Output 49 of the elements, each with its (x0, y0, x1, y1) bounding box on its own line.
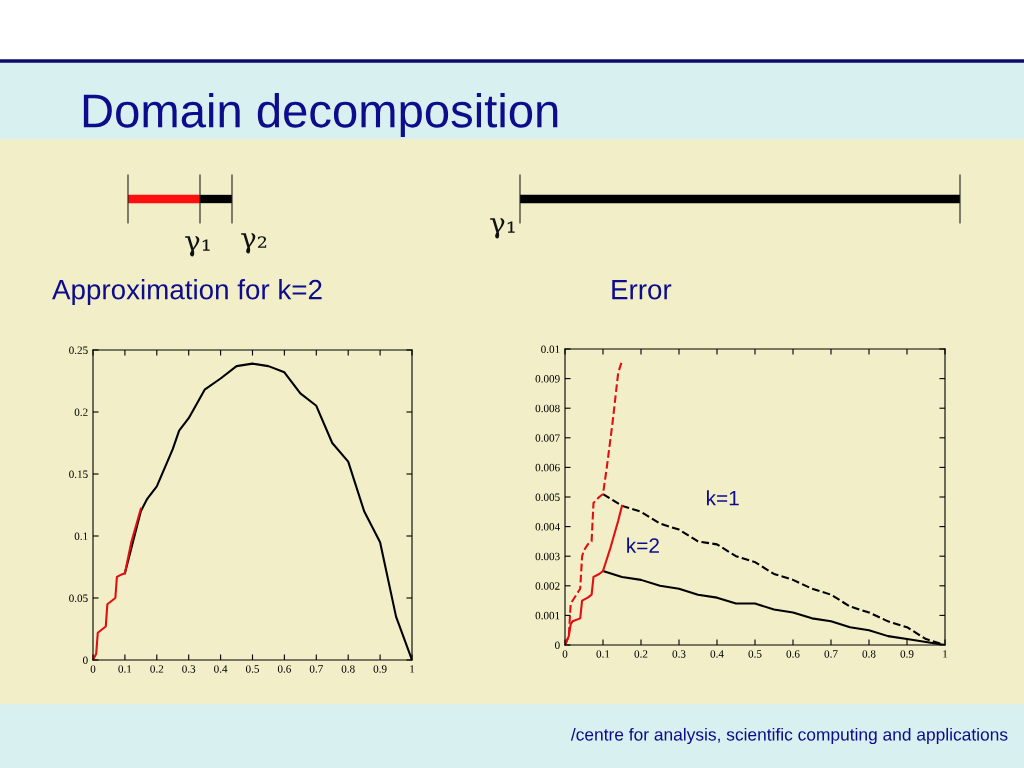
x-tick-label: 0 (562, 650, 568, 658)
y-tick-label: 0.2 (74, 408, 88, 417)
y-tick-label: 0.01 (541, 345, 560, 354)
x-tick-label: 0.1 (118, 665, 132, 673)
y-tick-label: 0 (83, 656, 88, 664)
text: γ₁ (490, 218, 515, 239)
y-tick-label: 0.005 (535, 493, 560, 502)
y-tick-label: 0 (555, 641, 560, 649)
y-tick-label: 0.003 (535, 552, 560, 561)
text: Domain decomposition (83, 92, 558, 138)
x-tick-label: 0.3 (182, 665, 196, 673)
x-tick-label: 0.5 (748, 650, 762, 658)
x-tick-label: 0.5 (245, 665, 260, 673)
line-series (93, 507, 142, 660)
x-tick-label: 0.9 (900, 650, 914, 658)
y-tick-label: 0.002 (535, 582, 560, 590)
y-tick-label: 0.1 (74, 532, 88, 541)
x-tick-label: 0.6 (786, 650, 800, 658)
chart-title: Error (612, 280, 672, 300)
y-tick-label: 0.009 (535, 375, 560, 383)
annotation: k=1 (707, 490, 739, 506)
y-tick-label: 0.004 (535, 523, 560, 531)
chart-title: Approximation for k=2 (52, 279, 322, 305)
x-tick-label: 0 (90, 665, 96, 673)
x-tick-label: 0.4 (214, 665, 228, 673)
x-tick-label: 0.3 (672, 650, 686, 658)
y-tick-label: 0.001 (535, 611, 560, 620)
x-tick-label: 1 (410, 665, 415, 673)
x-tick-label: 1 (943, 650, 948, 658)
annotation: k=2 (627, 537, 659, 553)
x-tick-label: 0.4 (710, 650, 724, 658)
y-tick-label: 0.05 (69, 594, 88, 603)
x-tick-label: 0.2 (150, 665, 164, 673)
x-tick-label: 0.7 (309, 665, 323, 673)
y-tick-label: 0.25 (69, 346, 88, 355)
y-tick-label: 0.007 (535, 434, 560, 442)
y-tick-label: 0.008 (535, 404, 560, 413)
x-tick-label: 0.7 (824, 650, 838, 658)
x-tick-label: 0.6 (277, 665, 292, 673)
text: γ₂ (241, 233, 267, 254)
x-tick-label: 0.8 (862, 650, 876, 658)
y-tick-label: 0.006 (535, 463, 560, 472)
x-tick-label: 0.8 (341, 665, 355, 673)
x-tick-label: 0.2 (634, 650, 648, 658)
x-tick-label: 0.9 (373, 665, 387, 673)
text: γ₁ (185, 236, 210, 257)
x-tick-label: 0.1 (596, 650, 610, 658)
text: /centre for analysis, scientific computing and applications (570, 727, 1008, 745)
y-tick-label: 0.15 (69, 470, 88, 479)
